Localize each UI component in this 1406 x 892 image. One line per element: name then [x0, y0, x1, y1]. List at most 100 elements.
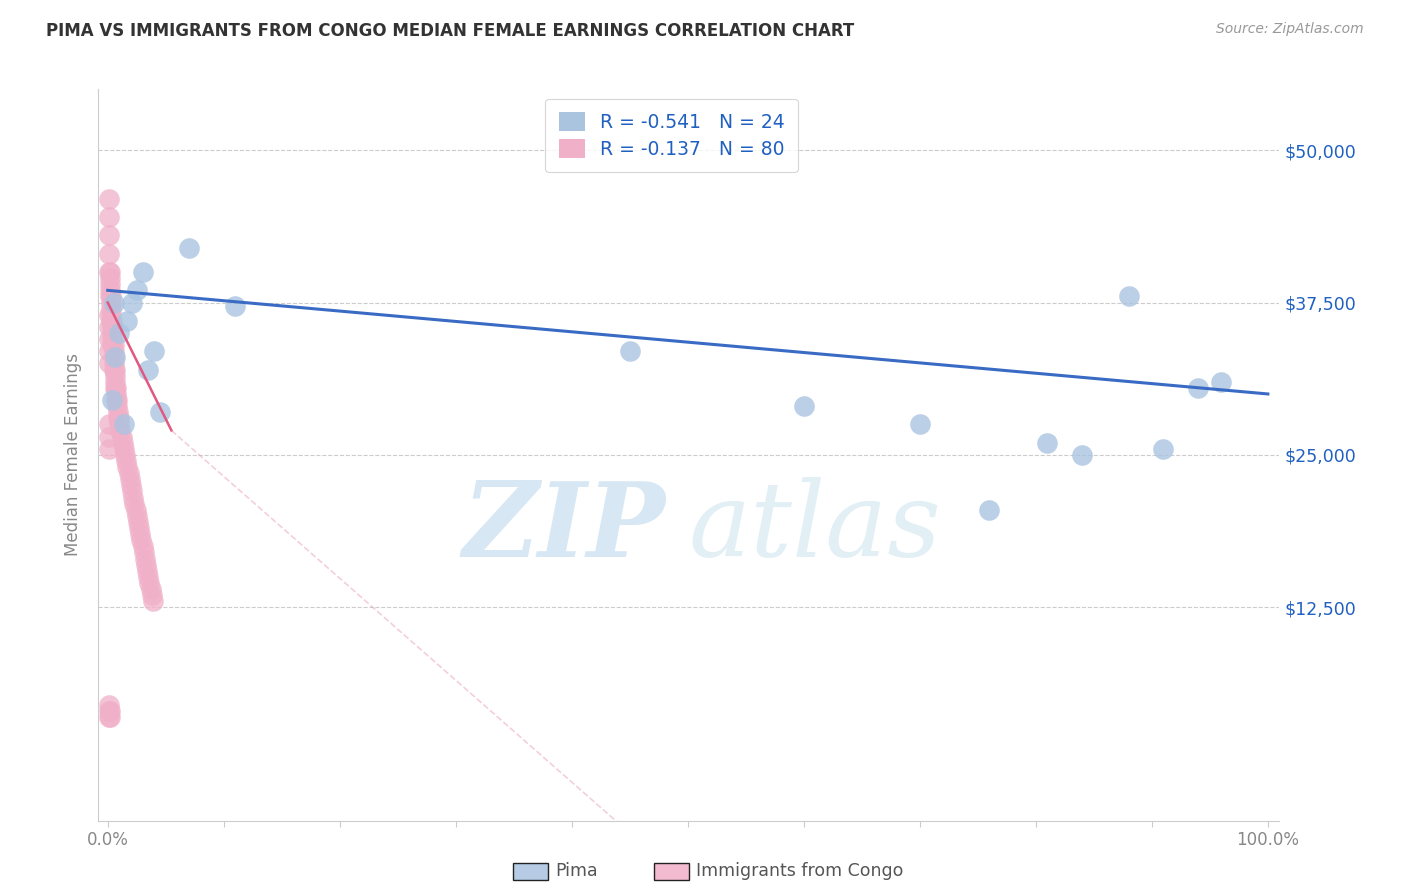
Point — [121, 295, 143, 310]
Point — [141, 588, 163, 602]
Point — [132, 545, 155, 559]
Point — [112, 442, 135, 456]
Point — [1211, 375, 1233, 389]
Point — [97, 265, 120, 279]
Point — [101, 319, 124, 334]
Point — [139, 582, 162, 596]
Point — [104, 381, 127, 395]
Point — [97, 211, 120, 225]
Text: PIMA VS IMMIGRANTS FROM CONGO MEDIAN FEMALE EARNINGS CORRELATION CHART: PIMA VS IMMIGRANTS FROM CONGO MEDIAN FEM… — [46, 22, 855, 40]
Point — [125, 284, 148, 298]
Point — [131, 265, 153, 279]
Text: atlas: atlas — [689, 477, 942, 579]
Point — [138, 576, 160, 591]
Y-axis label: Median Female Earnings: Median Female Earnings — [65, 353, 83, 557]
Point — [117, 314, 139, 328]
Point — [101, 314, 124, 328]
Point — [103, 295, 125, 310]
Point — [111, 435, 134, 450]
Point — [111, 429, 134, 443]
Point — [1118, 289, 1140, 303]
Point — [108, 417, 131, 432]
Point — [103, 356, 125, 371]
Point — [104, 387, 127, 401]
Point — [97, 417, 120, 432]
Point — [97, 319, 120, 334]
Point — [101, 338, 124, 352]
Point — [127, 515, 149, 529]
Point — [101, 392, 124, 407]
Point — [98, 704, 121, 718]
Point — [104, 375, 127, 389]
Point — [98, 265, 121, 279]
Point — [97, 308, 120, 322]
Point — [149, 405, 172, 419]
Point — [131, 533, 153, 548]
Point — [1071, 448, 1094, 462]
Point — [97, 246, 120, 260]
Text: Immigrants from Congo: Immigrants from Congo — [696, 863, 903, 880]
Point — [124, 497, 146, 511]
Point — [98, 284, 121, 298]
Point — [124, 503, 146, 517]
Point — [117, 460, 139, 475]
Point — [97, 356, 120, 371]
Point — [100, 308, 122, 322]
Point — [131, 539, 153, 553]
Point — [908, 417, 931, 432]
Point — [143, 344, 166, 359]
Point — [98, 710, 121, 724]
Point — [100, 295, 122, 310]
Point — [101, 332, 124, 346]
Point — [104, 351, 127, 365]
Point — [1187, 381, 1209, 395]
Point — [120, 478, 142, 492]
Point — [97, 698, 120, 712]
Point — [125, 508, 148, 523]
Point — [224, 299, 246, 313]
Point — [128, 521, 150, 535]
Point — [97, 429, 120, 443]
Point — [134, 551, 156, 566]
Point — [98, 277, 121, 292]
Point — [136, 362, 159, 376]
Point — [97, 442, 120, 456]
Point — [98, 271, 121, 285]
Point — [103, 344, 125, 359]
Point — [97, 228, 120, 243]
Point — [97, 704, 120, 718]
Point — [122, 491, 145, 505]
Point — [177, 241, 200, 255]
Point — [108, 326, 131, 340]
Point — [142, 594, 165, 608]
Point — [110, 424, 132, 438]
Point — [136, 570, 159, 584]
Point — [103, 338, 125, 352]
Point — [100, 301, 122, 316]
Point — [105, 399, 128, 413]
Point — [104, 362, 127, 376]
Point — [97, 344, 120, 359]
Legend: R = -0.541   N = 24, R = -0.137   N = 80: R = -0.541 N = 24, R = -0.137 N = 80 — [546, 99, 797, 172]
Point — [115, 454, 138, 468]
Point — [101, 326, 124, 340]
Point — [117, 466, 139, 480]
Point — [104, 392, 127, 407]
Point — [114, 448, 136, 462]
Point — [619, 344, 641, 359]
Point — [121, 484, 143, 499]
Point — [97, 710, 120, 724]
Point — [793, 399, 815, 413]
Point — [107, 405, 129, 419]
Point — [105, 392, 128, 407]
Text: Source: ZipAtlas.com: Source: ZipAtlas.com — [1216, 22, 1364, 37]
Point — [129, 527, 152, 541]
Point — [1036, 435, 1059, 450]
Point — [104, 381, 127, 395]
Point — [104, 368, 127, 383]
Point — [98, 289, 121, 303]
Point — [118, 472, 141, 486]
Point — [1152, 442, 1174, 456]
Text: Pima: Pima — [555, 863, 598, 880]
Point — [108, 411, 131, 425]
